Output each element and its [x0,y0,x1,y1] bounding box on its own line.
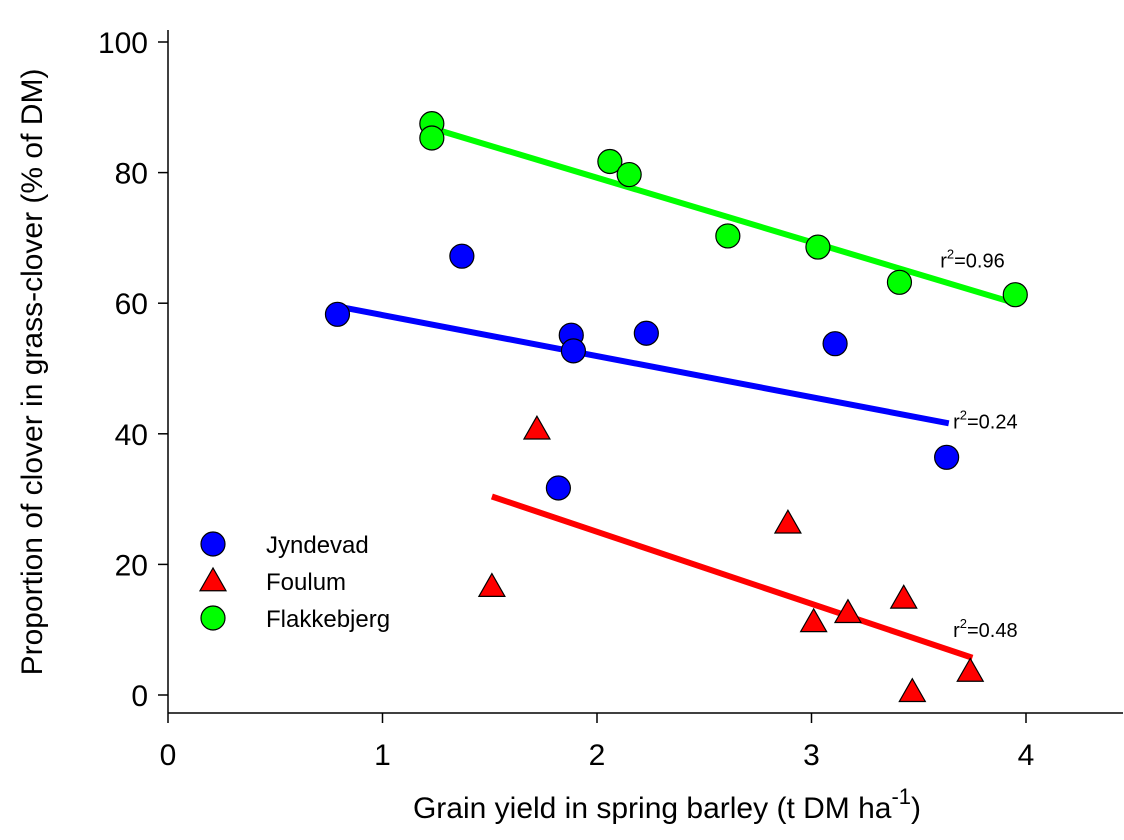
data-point-flakkebjerg [1002,282,1028,308]
data-point-jyndevad [822,331,848,357]
x-tick-label: 1 [374,739,391,772]
x-tick-label: 2 [589,739,606,772]
y-tick-label: 80 [115,158,148,191]
x-tick-label: 4 [1018,739,1035,772]
data-point-foulum [477,572,506,597]
r2-annotation: r2=0.96 [940,246,1005,272]
x-tick-label: 0 [160,739,177,772]
legend-marker-foulum [198,566,228,592]
r2-annotations: r2=0.96 r2=0.24 r2=0.48 [940,246,1017,642]
data-point-flakkebjerg [715,223,741,249]
data-point-foulum [833,598,862,624]
data-point-jyndevad [545,475,571,501]
data-point-flakkebjerg [419,125,445,151]
y-axis-title: Proportion of clover in grass-clover (% … [16,69,49,676]
regression-line-jyndevad [336,303,950,427]
y-axis: 0 20 40 60 80 100 [98,27,168,713]
y-tick-label: 100 [98,27,148,60]
data-point-flakkebjerg [805,234,831,260]
legend-marker-jyndevad [200,531,226,557]
data-points [324,111,1028,703]
x-tick-label: 3 [803,739,820,772]
data-point-foulum [956,657,985,682]
legend-marker-flakkebjerg [200,605,226,631]
data-point-foulum [773,509,802,534]
x-axis-title: Grain yield in spring barley (t DM ha-1) [413,784,921,825]
data-point-jyndevad [449,243,475,269]
legend-label: Jyndevad [266,532,369,559]
regression-line-flakkebjerg [430,125,1019,307]
data-point-jyndevad [324,301,351,327]
y-tick-label: 40 [115,419,148,452]
r2-annotation: r2=0.24 [953,408,1018,434]
plot-frame [167,30,1123,714]
legend: Jyndevad Foulum Flakkebjerg [198,531,390,633]
data-point-flakkebjerg [886,269,913,295]
y-tick-label: 0 [131,680,148,713]
data-point-flakkebjerg [616,161,642,188]
x-axis: 0 1 2 3 4 [160,713,1035,772]
data-point-jyndevad [560,338,587,364]
regression-lines [336,125,1019,661]
data-point-flakkebjerg [597,148,623,175]
data-point-jyndevad [633,320,659,346]
y-tick-label: 60 [115,288,148,321]
data-point-foulum [898,677,927,703]
regression-line-foulum [490,493,974,661]
legend-label: Flakkebjerg [266,606,390,633]
data-point-foulum [522,415,551,440]
data-point-jyndevad [934,444,960,470]
legend-label: Foulum [266,569,346,596]
y-tick-label: 20 [115,549,148,582]
data-point-foulum [889,584,918,609]
r2-annotation: r2=0.48 [953,616,1018,642]
data-point-foulum [799,607,828,633]
